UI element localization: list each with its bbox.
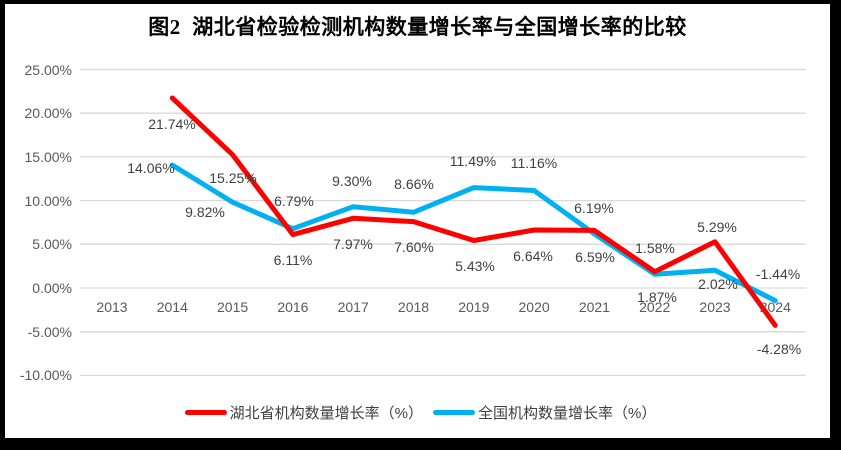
data-label: 9.30% (332, 173, 372, 189)
data-label: 6.79% (274, 193, 314, 209)
legend-item-hubei: 湖北省机构数量增长率（%） (184, 402, 423, 423)
data-label: -4.28% (756, 341, 802, 357)
data-label: 1.87% (637, 289, 677, 305)
data-label: 14.06% (127, 160, 175, 176)
x-tick-label: 2015 (217, 299, 249, 315)
legend: 湖北省机构数量增长率（%） 全国机构数量增长率（%） (0, 401, 841, 423)
data-label: 6.11% (273, 252, 313, 268)
data-label: 21.74% (148, 116, 196, 132)
data-label: 6.59% (575, 249, 615, 265)
x-tick-label: 2014 (156, 299, 188, 315)
legend-item-national: 全国机构数量增长率（%） (433, 402, 656, 423)
data-label: 5.43% (455, 258, 495, 274)
data-label: 11.49% (449, 153, 497, 169)
y-tick-label: 10.00% (24, 192, 72, 209)
legend-label-hubei: 湖北省机构数量增长率（%） (229, 404, 423, 422)
y-tick-label: 5.00% (32, 236, 72, 253)
data-label: -1.44% (755, 266, 801, 282)
x-tick-label: 2021 (578, 299, 610, 315)
gridlines (80, 68, 806, 377)
data-label: 7.97% (333, 236, 373, 252)
series-lines (169, 95, 778, 328)
legend-swatch-hubei-icon (184, 409, 227, 415)
data-label: 11.16% (510, 155, 558, 171)
x-tick-label: 2023 (699, 299, 731, 315)
legend-swatch-national-icon (433, 409, 475, 415)
y-tick-label: 15.00% (24, 148, 72, 165)
y-tick-label: 20.00% (24, 105, 72, 122)
data-label: 8.66% (394, 176, 434, 192)
legend-label-national: 全国机构数量增长率（%） (478, 404, 657, 422)
x-tick-label: 2024 (759, 299, 791, 315)
chart-title: 图2 湖北省检验检测机构数量增长率与全国增长率的比较 (148, 15, 687, 39)
series-line-national (169, 162, 778, 304)
series-line-hubei (169, 95, 778, 328)
data-label: 1.58% (635, 240, 675, 256)
y-tick-label: -10.00% (19, 367, 72, 384)
data-label: 7.60% (394, 239, 434, 255)
data-label: 6.64% (513, 248, 553, 264)
x-tick-label: 2019 (458, 299, 490, 315)
data-label: 15.25% (209, 170, 257, 186)
x-tick-label: 2017 (337, 299, 369, 315)
y-tick-label: 25.00% (24, 61, 72, 78)
data-label: 2.02% (698, 276, 738, 292)
data-label: 6.19% (574, 200, 614, 216)
x-tick-label: 2016 (277, 299, 309, 315)
data-label: 5.29% (697, 219, 737, 235)
x-tick-label: 2013 (96, 299, 128, 315)
x-tick-label: 2022 (639, 299, 671, 315)
y-tick-label: -5.00% (27, 323, 72, 340)
x-tick-label: 2018 (397, 299, 430, 315)
data-label: 9.82% (185, 204, 225, 220)
y-tick-label: 0.00% (32, 280, 72, 296)
x-tick-label: 2020 (518, 299, 550, 315)
